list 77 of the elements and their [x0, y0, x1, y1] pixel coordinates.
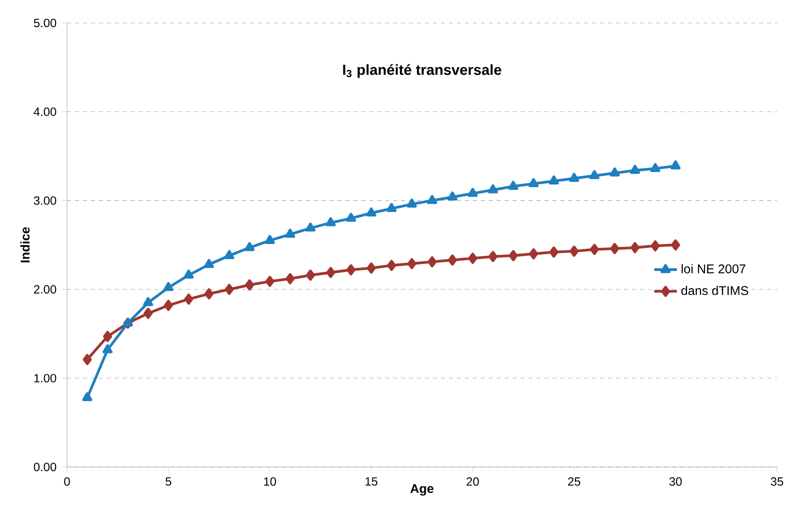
point: [508, 250, 518, 262]
point: [164, 300, 173, 311]
point: [346, 212, 356, 222]
point: [630, 164, 640, 174]
point: [102, 344, 113, 354]
point: [366, 207, 376, 216]
y-tick-label: 2.00: [34, 285, 56, 294]
point: [184, 270, 194, 279]
point: [630, 242, 640, 254]
point: [144, 308, 153, 319]
point: [407, 258, 416, 270]
point: [326, 266, 336, 278]
point: [346, 264, 356, 276]
legend-label: dans dTIMS: [681, 286, 748, 296]
point: [448, 254, 457, 266]
y-tick-label: 1.00: [34, 374, 56, 382]
point: [671, 239, 680, 251]
point: [529, 248, 538, 260]
x-tick-label: 15: [366, 477, 378, 486]
point: [447, 191, 458, 200]
y-axis-title: Indice: [20, 227, 30, 262]
point: [285, 228, 296, 238]
point: [488, 184, 498, 194]
point: [163, 282, 174, 292]
y-tick-label: 4.00: [34, 108, 56, 116]
x-tick-label: 25: [568, 477, 580, 486]
point: [670, 160, 681, 170]
point: [590, 244, 599, 256]
point: [103, 330, 112, 342]
point: [184, 294, 194, 305]
point: [387, 260, 396, 271]
x-tick-label: 30: [669, 477, 682, 486]
point: [264, 234, 275, 244]
x-tick-label: 5: [166, 477, 172, 486]
text: I$_{3}$ planéité transversale: [343, 64, 502, 78]
point: [528, 178, 539, 188]
point: [428, 256, 437, 268]
point: [82, 354, 92, 366]
x-tick-label: 10: [264, 477, 276, 486]
point: [468, 188, 478, 197]
point: [468, 252, 478, 264]
x-tick-label: 0: [64, 477, 70, 486]
point: [549, 246, 558, 258]
point: [204, 288, 214, 300]
point: [589, 170, 600, 180]
point: [224, 250, 234, 260]
point: [488, 250, 498, 262]
point: [286, 273, 295, 284]
x-tick-label: 20: [466, 477, 479, 486]
point: [610, 167, 620, 177]
point: [366, 262, 376, 274]
point: [82, 392, 92, 402]
point: [610, 242, 620, 254]
point: [326, 217, 336, 226]
point: [305, 222, 316, 232]
legend-label: loi NE 2007: [682, 264, 746, 274]
point: [508, 180, 518, 190]
point: [569, 172, 580, 182]
point: [224, 284, 234, 295]
point: [245, 279, 254, 291]
point: [650, 163, 660, 172]
point: [427, 195, 438, 204]
point: [204, 258, 214, 268]
point: [265, 276, 274, 287]
point: [143, 297, 154, 306]
x-tick-label: 35: [770, 477, 784, 486]
point: [244, 242, 255, 252]
point: [386, 203, 397, 212]
x-axis-title: Age: [410, 484, 434, 496]
point: [570, 246, 579, 257]
point: [406, 198, 417, 208]
point: [650, 240, 660, 252]
y-tick-label: 3.00: [34, 196, 56, 205]
y-tick-label: 0.00: [34, 462, 56, 472]
point: [306, 270, 315, 281]
y-tick-label: 5.00: [34, 18, 56, 28]
point: [548, 175, 559, 185]
